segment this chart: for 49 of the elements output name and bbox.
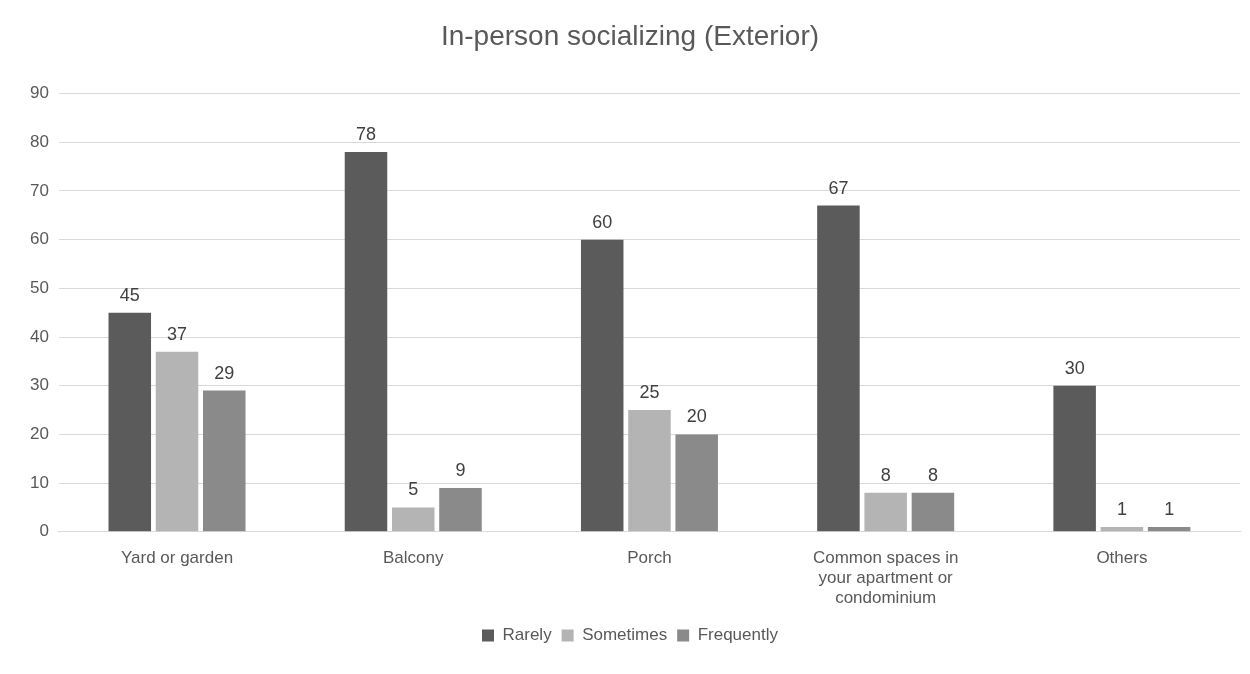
bar	[911, 492, 955, 532]
legend-label: Frequently	[697, 625, 779, 645]
bar	[391, 507, 435, 532]
bar	[344, 152, 388, 532]
data-label: 20	[686, 406, 707, 427]
bar	[108, 312, 152, 532]
y-tick-label: 50	[29, 278, 49, 298]
bar	[1147, 526, 1191, 532]
y-tick-label: 90	[29, 83, 49, 103]
data-label: 8	[880, 464, 891, 485]
bar	[1053, 385, 1096, 532]
y-tick-label: 80	[29, 131, 49, 151]
data-label: 5	[408, 479, 419, 500]
data-label: 29	[214, 362, 235, 383]
data-label: 8	[927, 464, 938, 485]
chart-title: In-person socializing (Exterior)	[440, 19, 820, 51]
bar	[155, 351, 199, 532]
legend-label: Rarely	[502, 625, 553, 645]
y-tick-label: 70	[29, 180, 49, 200]
bar	[864, 492, 907, 532]
x-tick-label: Porch	[627, 547, 672, 567]
bar	[203, 390, 246, 532]
data-label: 78	[355, 124, 377, 144]
data-label: 1	[1164, 498, 1175, 519]
data-label: 25	[639, 382, 660, 403]
x-tick-label: Common spaces in your apartment or condominium	[812, 547, 959, 608]
data-label: 37	[167, 323, 188, 344]
data-label: 45	[119, 284, 140, 305]
y-tick-label: 60	[29, 229, 49, 249]
x-tick-label: Yard or garden	[120, 547, 234, 567]
bar	[580, 239, 624, 532]
y-tick-label: 0	[39, 521, 49, 541]
bar	[675, 434, 718, 532]
y-tick-label: 10	[29, 472, 49, 492]
bar	[628, 410, 671, 532]
x-tick-label: Others	[1096, 547, 1148, 567]
bar	[1100, 526, 1144, 532]
y-tick-label: 40	[29, 326, 49, 346]
bar	[439, 487, 482, 532]
y-tick-label: 30	[29, 375, 49, 395]
x-tick-label: Balcony	[382, 547, 444, 567]
data-label: 30	[1064, 357, 1085, 378]
y-tick-label: 20	[29, 424, 49, 444]
bar	[817, 205, 860, 532]
data-label: 1	[1116, 498, 1127, 519]
legend-label: Sometimes	[582, 625, 668, 645]
data-label: 67	[828, 177, 849, 198]
data-label: 60	[592, 211, 613, 232]
data-label: 9	[455, 459, 466, 480]
